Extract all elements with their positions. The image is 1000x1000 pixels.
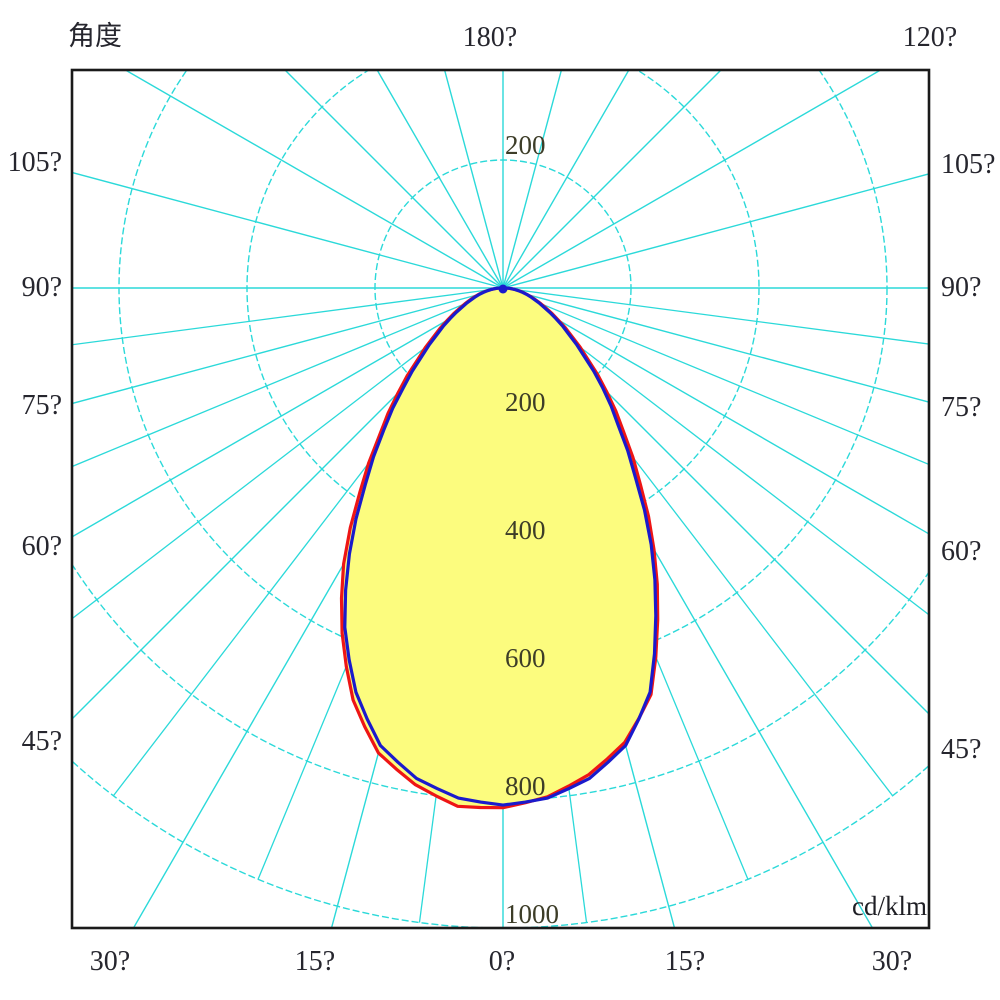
plot-border	[70, 68, 931, 930]
angle-ray-fine	[502, 287, 928, 465]
angle-ray	[73, 172, 504, 289]
angle-ray	[502, 287, 928, 403]
angle-ray	[502, 287, 928, 535]
angle-label-right: 45?	[941, 734, 982, 765]
angle-label-bottom: 15?	[664, 946, 706, 977]
angle-label-left: 75?	[21, 390, 62, 421]
angle-ray-fine	[73, 287, 504, 346]
angle-ray	[285, 71, 504, 289]
radial-tick-label: 200	[505, 130, 546, 160]
angle-ray	[502, 71, 630, 289]
angle-label-bottom: 15?	[294, 946, 336, 977]
angle-label-bottom: 30?	[89, 946, 131, 977]
top-center-angle-label: 180?	[462, 22, 518, 53]
angle-label-bottom: 30?	[871, 946, 913, 977]
angle-ray	[502, 287, 928, 714]
radial-tick-label: 200	[505, 387, 546, 417]
angle-ray	[502, 71, 881, 289]
angle-ray	[502, 71, 562, 289]
angle-label-right: 90?	[941, 272, 982, 303]
angle-ray-fine	[73, 287, 504, 619]
angle-ray	[73, 287, 504, 538]
angle-ray-fine	[502, 287, 928, 615]
radial-tick-label: 800	[505, 771, 546, 801]
angle-label-left: 60?	[21, 531, 62, 562]
radial-tick-label: 400	[505, 515, 546, 545]
angle-label-right: 60?	[941, 536, 982, 567]
angle-ray	[444, 71, 504, 289]
angle-label-left: 45?	[21, 726, 62, 757]
radial-tick-label: 600	[505, 643, 546, 673]
unit-label: cd/klm	[852, 891, 927, 921]
angle-ray	[502, 71, 721, 289]
angle-label-right: 105?	[941, 149, 996, 180]
angle-ray-fine	[502, 287, 928, 345]
angle-ray	[125, 71, 504, 289]
angle-ray	[376, 71, 504, 289]
curve-apex-dot	[498, 284, 508, 294]
radial-tick-label: 1000	[505, 899, 559, 929]
angle-label-bottom: 0?	[488, 946, 516, 977]
angle-ray	[73, 287, 504, 719]
axis-title: 角度	[68, 21, 122, 51]
intensity-fill	[341, 288, 658, 808]
angle-ray	[73, 287, 504, 404]
top-right-angle-label: 120?	[902, 22, 958, 53]
angle-ray-fine	[73, 287, 504, 467]
angle-label-left: 105?	[7, 147, 62, 178]
angle-label-right: 75?	[941, 392, 982, 423]
angle-label-left: 90?	[21, 272, 62, 303]
curve-blue	[343, 286, 658, 807]
angle-ray	[502, 173, 928, 289]
